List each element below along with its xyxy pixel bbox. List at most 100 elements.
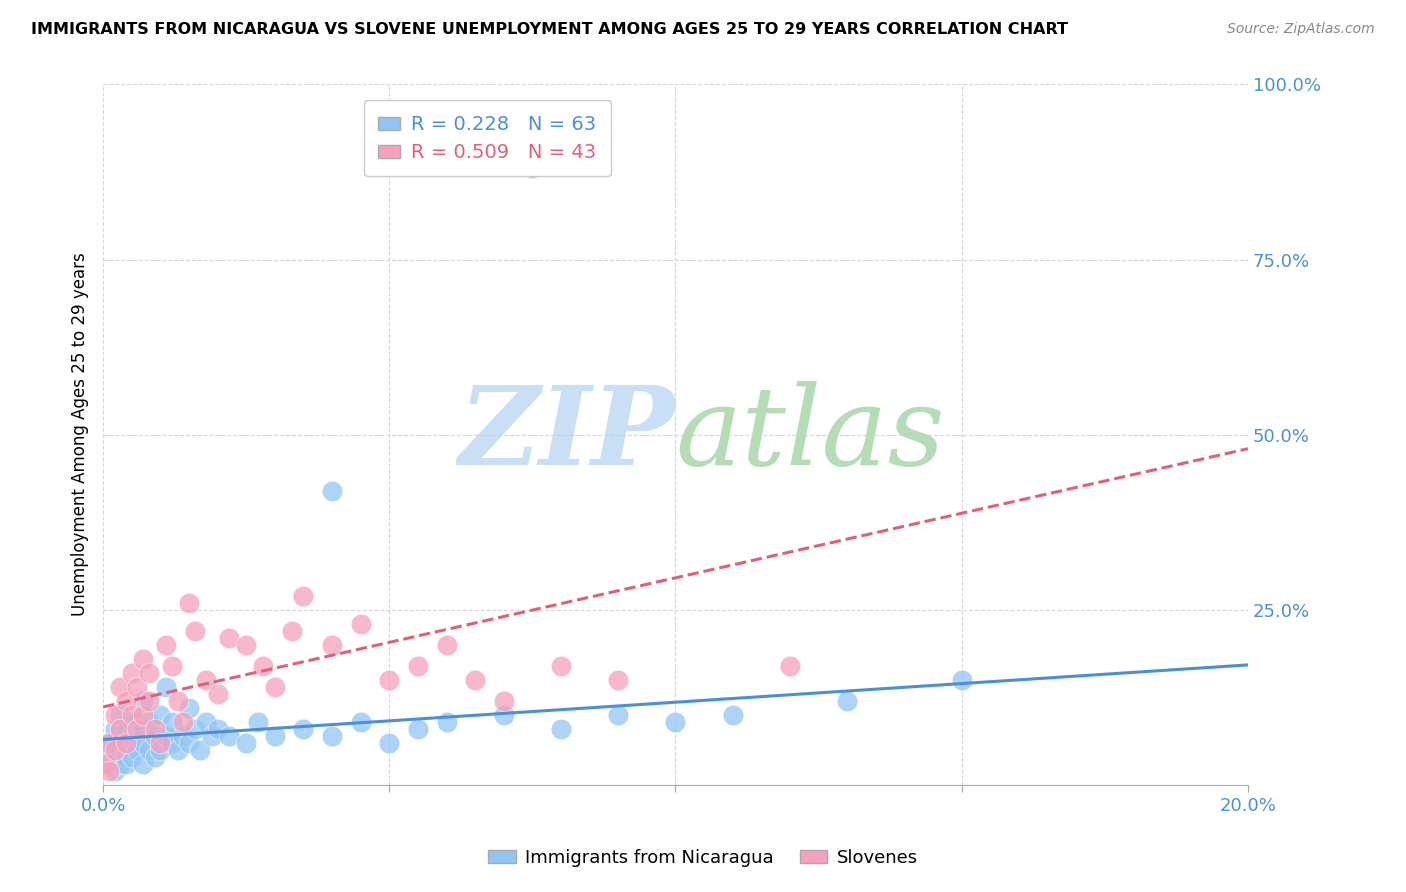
Text: IMMIGRANTS FROM NICARAGUA VS SLOVENE UNEMPLOYMENT AMONG AGES 25 TO 29 YEARS CORR: IMMIGRANTS FROM NICARAGUA VS SLOVENE UNE… [31,22,1069,37]
Point [177,700,200,714]
Point [110,736,132,750]
Point [160,736,183,750]
Point [522,161,544,176]
Point [110,756,132,771]
Point [121,665,143,680]
Text: ZIP: ZIP [458,381,675,488]
Point [138,743,160,757]
Point [406,658,429,673]
Point [103,743,125,757]
Point [103,743,125,757]
Point [97,736,120,750]
Point [121,749,143,764]
Point [177,596,200,610]
Point [837,694,859,708]
Point [183,624,205,638]
Point [664,714,686,729]
Point [321,483,343,498]
Point [321,638,343,652]
Legend: Immigrants from Nicaragua, Slovenes: Immigrants from Nicaragua, Slovenes [481,842,925,874]
Point [149,743,172,757]
Point [132,651,155,665]
Point [321,729,343,743]
Point [252,658,274,673]
Point [160,714,183,729]
Point [115,736,138,750]
Point [350,616,373,631]
Point [218,729,240,743]
Point [115,756,138,771]
Point [115,722,138,736]
Point [143,722,166,736]
Point [292,589,315,603]
Point [100,743,122,757]
Point [292,722,315,736]
Point [207,687,229,701]
Point [183,722,205,736]
Point [110,707,132,722]
Point [127,729,149,743]
Point [132,722,155,736]
Point [103,764,125,778]
Point [94,756,117,771]
Point [127,743,149,757]
Point [235,736,257,750]
Point [97,736,120,750]
Point [172,729,194,743]
Point [127,680,149,694]
Point [177,736,200,750]
Point [160,658,183,673]
Point [107,749,129,764]
Point [143,749,166,764]
Point [195,673,218,687]
Point [149,707,172,722]
Point [464,673,486,687]
Point [110,722,132,736]
Point [127,714,149,729]
Point [138,714,160,729]
Point [492,707,515,722]
Point [121,714,143,729]
Point [132,707,155,722]
Point [721,707,744,722]
Point [149,736,172,750]
Point [103,707,125,722]
Point [110,680,132,694]
Point [406,722,429,736]
Point [115,736,138,750]
Text: atlas: atlas [675,381,945,488]
Point [492,694,515,708]
Point [201,729,224,743]
Point [607,707,630,722]
Point [263,729,285,743]
Legend: R = 0.228   N = 63, R = 0.509   N = 43: R = 0.228 N = 63, R = 0.509 N = 43 [364,101,610,177]
Point [132,756,155,771]
Point [263,680,285,694]
Point [550,722,572,736]
Point [779,658,801,673]
Point [235,638,257,652]
Point [436,714,458,729]
Point [103,722,125,736]
Point [121,729,143,743]
Point [166,694,188,708]
Point [190,743,212,757]
Point [121,743,143,757]
Point [436,638,458,652]
Point [350,714,373,729]
Point [143,729,166,743]
Point [132,694,155,708]
Point [207,722,229,736]
Point [132,736,155,750]
Point [155,729,177,743]
Point [172,714,194,729]
Point [550,658,572,673]
Point [246,714,269,729]
Point [155,638,177,652]
Point [607,673,630,687]
Point [138,665,160,680]
Point [378,673,401,687]
Point [121,707,143,722]
Point [94,749,117,764]
Point [97,756,120,771]
